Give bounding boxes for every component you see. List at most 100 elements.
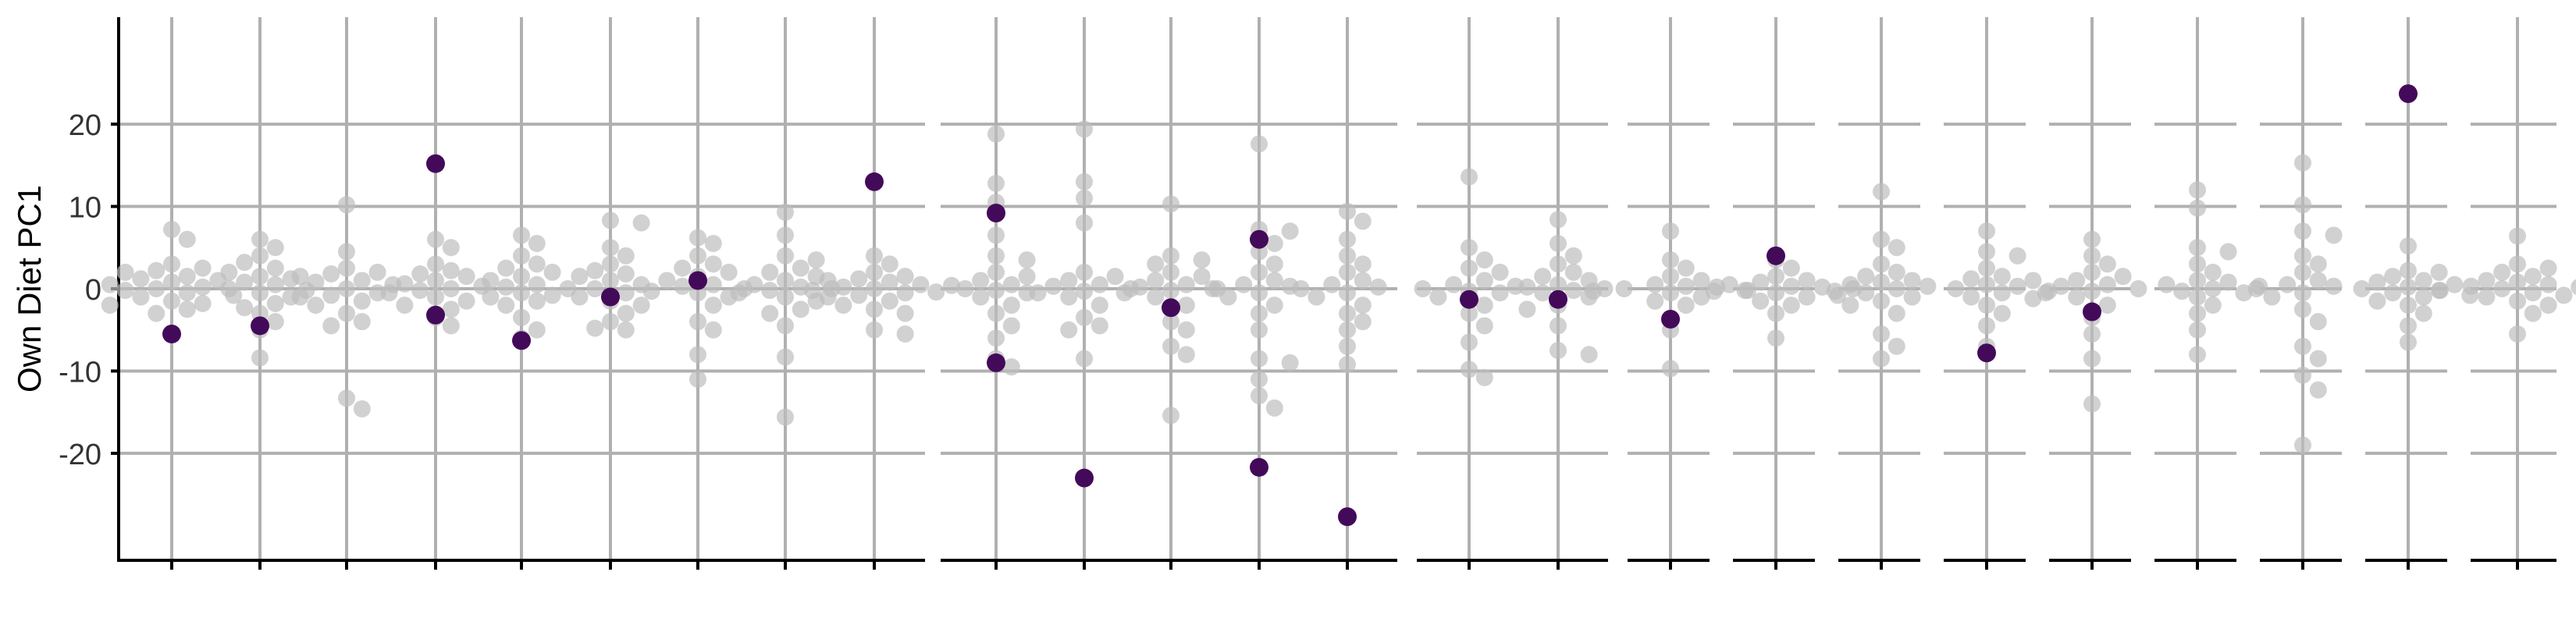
data-point-4-0-3	[1798, 272, 1816, 290]
data-point-0-8-16	[881, 292, 898, 310]
data-point-9-0-16	[2309, 350, 2327, 368]
data-point-0-7-2	[777, 247, 794, 265]
data-point-1-0-9	[1002, 275, 1020, 293]
data-point-1-1-11	[1029, 284, 1047, 302]
data-point-0-8-9	[834, 278, 852, 296]
data-point-0-2-13	[353, 292, 371, 310]
data-point-2-1-11	[1534, 284, 1552, 302]
data-point-6-0-2	[2008, 247, 2026, 265]
data-point-10-0-2	[2430, 263, 2448, 281]
data-point-9-0-19	[2294, 436, 2311, 454]
data-point-10-0-7	[2400, 278, 2417, 296]
data-point-5-0-17	[1873, 325, 1890, 343]
data-point-1-1-16	[1060, 321, 1078, 339]
data-point-2-0-16	[1461, 361, 1478, 378]
data-point-11-0-10	[2493, 280, 2511, 297]
data-point-1-2-3	[1147, 255, 1165, 273]
data-point-1-0-5	[1018, 251, 1036, 269]
data-point-1-2-17	[1177, 346, 1195, 364]
data-point-2-1-1	[1550, 235, 1567, 252]
data-point-9-0-11	[2294, 284, 2311, 302]
data-point-1-0-13	[972, 288, 990, 306]
data-point-1-2-16	[1162, 337, 1179, 355]
data-point-1-0-7	[1018, 268, 1036, 286]
data-point-9-0-4	[2294, 247, 2311, 265]
data-point-5-0-16	[1888, 304, 1905, 322]
data-point-7-0-7	[2052, 277, 2070, 295]
data-point-1-3-3	[1265, 235, 1283, 252]
data-point-0-0-11	[194, 278, 212, 296]
data-point-1-3-14	[1251, 304, 1268, 322]
data-point-1-0-11	[987, 282, 1005, 300]
data-point-0-0-10	[101, 275, 119, 293]
data-point-0-4-13	[482, 288, 500, 306]
data-point-1-2-2	[1193, 251, 1211, 269]
data-point-1-1-1	[1076, 172, 1093, 190]
data-point-1-4-16	[1339, 337, 1356, 355]
data-point-10-0-6	[2446, 275, 2464, 293]
y-tick-labels: -20 -10 0 10 20	[59, 109, 101, 471]
data-point-0-0-14	[178, 284, 196, 302]
data-point-3-0-3	[1662, 268, 1679, 286]
data-point-2-0-6	[1445, 275, 1463, 293]
data-point-0-0-9	[163, 273, 180, 291]
data-point-1-4-6	[1354, 272, 1372, 290]
highlight-point-1-4-0	[1338, 507, 1357, 527]
data-point-9-0-8	[2279, 275, 2297, 293]
data-point-5-0-12	[1857, 284, 1875, 302]
data-point-1-4-10	[1339, 284, 1356, 302]
data-point-3-0-16	[1662, 360, 1679, 378]
data-point-0-7-8	[745, 275, 763, 293]
highlight-point-0-1-0	[251, 316, 269, 336]
data-point-2-0-10	[1491, 284, 1509, 302]
data-point-0-8-18	[866, 300, 883, 318]
data-point-0-5-1	[632, 214, 650, 232]
data-point-1-3-12	[1219, 288, 1237, 306]
data-point-6-0-6	[2024, 272, 2042, 290]
highlight-point-10-0-0	[2399, 84, 2418, 104]
data-point-0-3-14	[396, 297, 414, 314]
data-point-0-5-4	[602, 255, 619, 273]
data-point-0-0-13	[116, 282, 134, 300]
data-point-0-7-19	[777, 408, 794, 426]
data-point-1-4-15	[1339, 321, 1356, 339]
data-point-0-8-15	[819, 288, 837, 306]
data-point-1-1-15	[1091, 317, 1108, 335]
data-point-3-0-2	[1677, 259, 1695, 277]
data-point-8-0-1	[2189, 199, 2206, 217]
data-point-0-2-14	[307, 297, 325, 314]
data-point-3-0-0	[1662, 222, 1679, 240]
data-point-9-0-12	[2263, 288, 2281, 306]
data-point-0-8-20	[866, 321, 883, 339]
data-point-11-0-8	[2462, 277, 2480, 295]
data-point-3-0-4	[1692, 272, 1710, 290]
data-point-5-0-0	[1873, 183, 1890, 201]
data-point-0-2-19	[353, 400, 371, 417]
data-point-9-0-5	[2309, 255, 2327, 273]
data-point-7-0-2	[2098, 255, 2116, 273]
data-point-3-0-6	[1677, 277, 1695, 295]
data-point-0-5-17	[586, 319, 604, 337]
data-point-0-8-5	[819, 272, 837, 290]
data-point-1-1-0	[1076, 120, 1093, 138]
highlight-point-1-0-1	[987, 353, 1005, 372]
y-tick-label-3: 10	[69, 192, 101, 225]
data-point-4-0-14	[1752, 292, 1770, 310]
data-point-0-4-6	[513, 268, 530, 286]
data-point-0-0-5	[116, 263, 134, 281]
data-point-1-3-0	[1251, 135, 1268, 153]
data-point-0-7-11	[761, 282, 779, 300]
data-point-1-1-12	[1060, 288, 1078, 306]
y-tick-label-0: -20	[59, 439, 101, 471]
data-point-1-1-7	[1091, 275, 1108, 293]
data-point-0-8-0	[866, 247, 883, 265]
data-point-1-1-17	[1076, 350, 1093, 368]
data-point-4-0-5	[1720, 275, 1738, 293]
data-point-5-0-14	[1873, 292, 1890, 310]
y-tick-label-2: 0	[85, 274, 101, 307]
data-point-0-2-1	[338, 243, 355, 261]
data-point-0-4-9	[497, 278, 515, 296]
data-point-6-0-14	[1978, 297, 1995, 314]
y-tick-label-4: 20	[69, 109, 101, 142]
data-point-0-1-6	[251, 268, 269, 286]
